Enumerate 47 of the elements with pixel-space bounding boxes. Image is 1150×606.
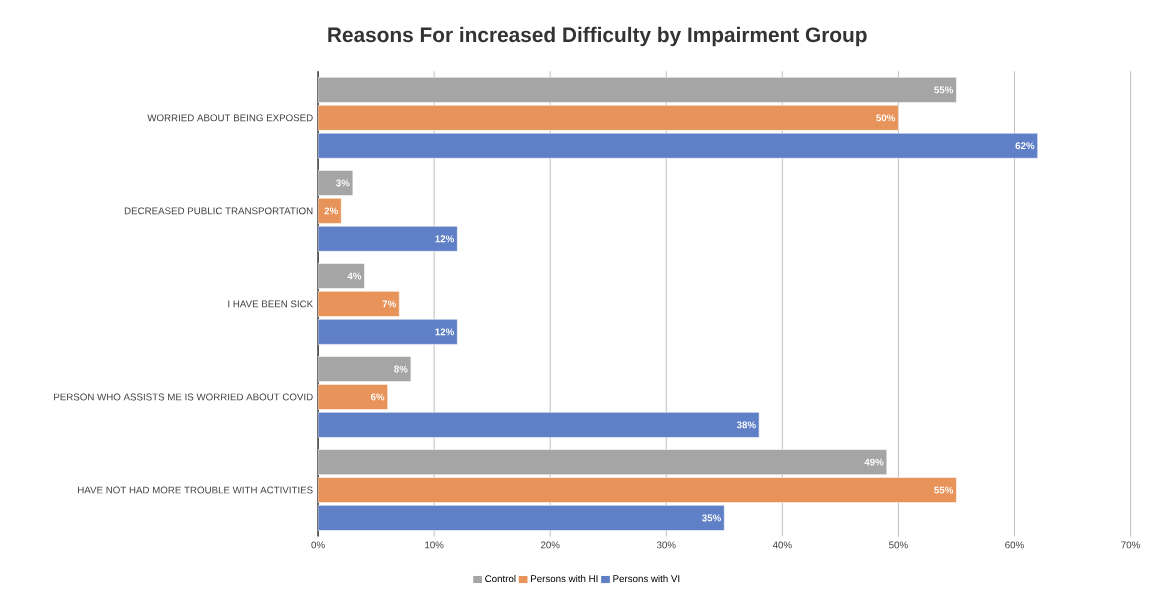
- bar: [318, 412, 760, 438]
- bar: [318, 77, 957, 103]
- y-tick-label: DECREASED PUBLIC TRANSPORTATION: [124, 207, 313, 215]
- data-label: 8%: [394, 365, 408, 373]
- bar: [318, 225, 458, 252]
- data-label: 2%: [324, 207, 338, 215]
- x-tick-label: 0%: [311, 541, 325, 549]
- x-tick-label: 20%: [540, 541, 560, 549]
- x-tick-label: 30%: [656, 541, 676, 549]
- data-label: 12%: [435, 328, 455, 336]
- y-tick-label: WORRIED ABOUT BEING EXPOSED: [147, 114, 313, 122]
- legend-label: Persons with VI: [613, 574, 680, 583]
- data-label: 7%: [382, 300, 396, 308]
- legend-label: Control: [485, 574, 516, 583]
- bar: [318, 198, 342, 224]
- bar: [318, 132, 1038, 159]
- bar: [318, 104, 899, 131]
- data-label: 62%: [1015, 142, 1035, 150]
- data-label: 35%: [702, 514, 721, 522]
- bar: [318, 318, 458, 345]
- x-tick-label: 10%: [425, 541, 444, 549]
- legend-label: Persons with HI: [531, 574, 598, 583]
- x-tick-label: 60%: [1005, 541, 1024, 549]
- y-tick-label: HAVE NOT HAD MORE TROUBLE WITH ACTIVITIES: [78, 486, 313, 494]
- chart-title: Reasons For increased Difficulty by Impairment Group: [328, 26, 867, 47]
- x-tick-label: 50%: [889, 541, 908, 549]
- bar: [318, 170, 354, 196]
- bar: [318, 384, 388, 410]
- data-label: 49%: [864, 458, 884, 466]
- data-label: 38%: [736, 421, 756, 429]
- data-label: 4%: [347, 272, 362, 280]
- data-label: 55%: [934, 486, 954, 494]
- data-label: 6%: [370, 393, 385, 401]
- bar: [318, 291, 400, 317]
- data-label: 55%: [934, 86, 954, 94]
- bar: [318, 505, 725, 531]
- x-tick-label: 70%: [1121, 541, 1140, 549]
- y-tick-label: I HAVE BEEN SICK: [228, 300, 314, 308]
- data-label: 12%: [435, 235, 455, 243]
- bar: [318, 477, 957, 503]
- x-tick-label: 40%: [772, 541, 792, 549]
- bar: [318, 356, 412, 382]
- bar: [318, 449, 888, 475]
- data-label: 50%: [876, 114, 896, 122]
- y-tick-label: PERSON WHO ASSISTS ME IS WORRIED ABOUT COVID: [54, 393, 313, 401]
- data-label: 3%: [335, 179, 350, 187]
- bar: [318, 263, 365, 289]
